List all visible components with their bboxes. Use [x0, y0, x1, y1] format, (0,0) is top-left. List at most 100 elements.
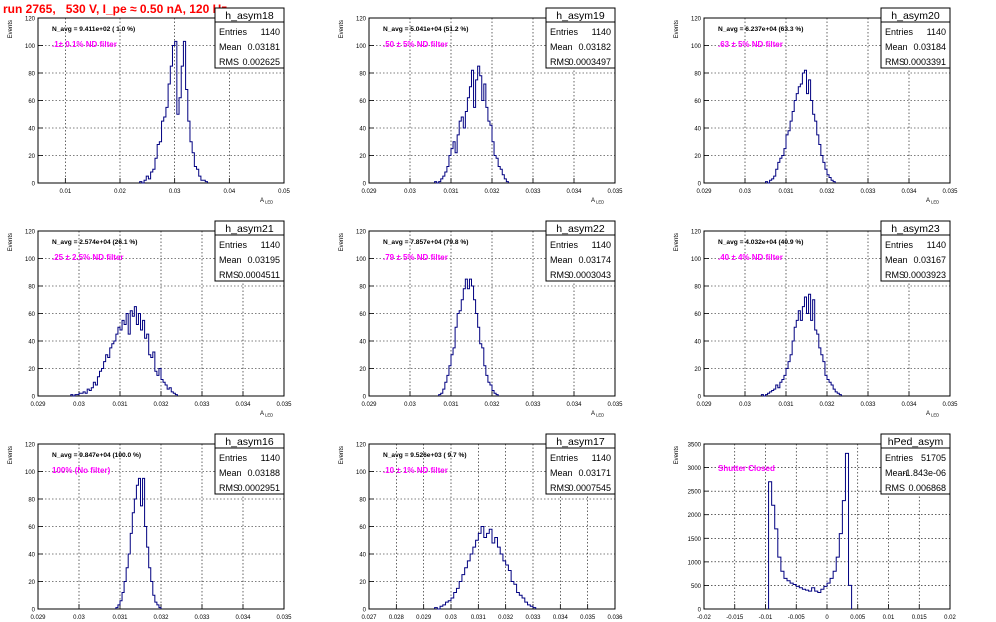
y-axis-title: Events	[8, 233, 14, 251]
stats-label: Entries	[219, 453, 248, 463]
x-tick-label: 0.031	[443, 402, 459, 408]
y-tick-label: 80	[28, 285, 35, 291]
x-tick-label: -0.01	[759, 615, 773, 621]
x-tick-label: 0.032	[498, 615, 514, 621]
stats-label: Entries	[550, 453, 579, 463]
histogram-title: h_asym20	[891, 10, 940, 22]
y-tick-label: 0	[32, 608, 36, 614]
y-tick-label: 20	[28, 154, 35, 160]
x-tick-label: 0.04	[223, 189, 235, 195]
x-tick-label: 0.029	[416, 615, 432, 621]
y-tick-label: 120	[691, 230, 702, 236]
histogram-title: h_asym23	[891, 223, 940, 235]
x-tick-label: 0.035	[276, 402, 292, 408]
stats-box	[880, 7, 951, 69]
x-tick-label: 0.031	[112, 402, 128, 408]
y-tick-label: 20	[694, 367, 701, 373]
stats-box	[214, 7, 285, 69]
x-tick-label: 0.032	[484, 189, 500, 195]
navg-label: N_avg = 6.237e+04 (63.3 %)	[718, 26, 803, 33]
x-tick-label: 0.036	[607, 615, 623, 621]
filter-label: Shutter Closed	[718, 464, 775, 473]
x-tick-label: 0.03	[739, 402, 751, 408]
x-axis-title: ALED	[926, 411, 939, 418]
histogram-bars	[765, 69, 836, 184]
stats-label: RMS	[885, 57, 905, 67]
x-tick-label: 0.03	[169, 189, 181, 195]
x-tick-label: 0.033	[194, 615, 210, 621]
y-tick-label: 0	[698, 395, 702, 401]
y-tick-label: 100	[691, 257, 702, 263]
stats-label: Mean	[550, 255, 573, 265]
x-tick-label: 0.032	[153, 615, 169, 621]
histogram-panel-h_asym16: 0.029 0.03 0.031 0.032 0.033 0.034 0.035 0 20 40 6…	[8, 433, 292, 621]
histogram-panel-h_asym17: 0.027 0.028 0.029 0.03 0.031 0.032 0.033 0.034 0…	[339, 433, 623, 621]
histogram-bars	[438, 278, 499, 396]
y-tick-label: 3500	[688, 443, 702, 449]
x-tick-label: 0.031	[471, 615, 487, 621]
stats-label: Mean	[885, 255, 908, 265]
x-tick-label: 0.034	[901, 189, 917, 195]
histogram-panel-hPed_asym: -0.02 -0.015 -0.01 -0.005 0 0.005 0.01 0.015 0.0…	[674, 433, 956, 621]
x-tick-label: 0.034	[235, 615, 251, 621]
histogram-title: h_asym19	[556, 10, 605, 22]
y-tick-label: 100	[356, 44, 367, 50]
y-tick-label: 60	[28, 525, 35, 531]
x-tick-label: 0.029	[696, 402, 712, 408]
filter-label: .79 ± 5% ND filter	[383, 253, 448, 262]
y-tick-label: 100	[691, 44, 702, 50]
x-tick-label: -0.015	[726, 615, 744, 621]
y-axis-title: Events	[339, 233, 345, 251]
y-tick-label: 40	[359, 127, 366, 133]
filter-label: .1± 0.1% ND filter	[52, 40, 117, 49]
stats-label: Entries	[885, 27, 914, 37]
y-tick-label: 120	[356, 230, 367, 236]
y-tick-label: 3000	[688, 466, 702, 472]
y-tick-label: 20	[28, 367, 35, 373]
y-tick-label: 0	[363, 395, 367, 401]
stats-value: 0.03184	[913, 42, 946, 52]
x-tick-label: 0.032	[484, 402, 500, 408]
y-tick-label: 20	[359, 580, 366, 586]
stats-label: Entries	[885, 240, 914, 250]
stats-box	[545, 433, 616, 495]
y-tick-label: 0	[32, 395, 36, 401]
stats-label: Entries	[885, 453, 914, 463]
x-tick-label: 0.034	[235, 402, 251, 408]
x-tick-label: 0.035	[580, 615, 596, 621]
histogram-title: h_asym22	[556, 223, 605, 235]
y-tick-label: 80	[694, 72, 701, 78]
y-tick-label: 2500	[688, 490, 702, 496]
y-tick-label: 100	[25, 44, 36, 50]
x-tick-label: 0.005	[850, 615, 866, 621]
x-axis-title: ALED	[591, 198, 604, 205]
x-tick-label: 0.027	[361, 615, 377, 621]
x-tick-label: 0.03	[739, 189, 751, 195]
stats-label: RMS	[219, 270, 239, 280]
stats-box	[214, 433, 285, 495]
y-tick-label: 60	[359, 99, 366, 105]
y-tick-label: 60	[28, 99, 35, 105]
stats-value: 0.03174	[578, 255, 611, 265]
y-axis-title: Events	[339, 446, 345, 464]
stats-label: Entries	[550, 27, 579, 37]
x-tick-label: 0.029	[361, 402, 377, 408]
navg-label: N_avg = 4.032e+04 (40.9 %)	[718, 239, 803, 246]
x-tick-label: 0.034	[901, 402, 917, 408]
x-tick-label: 0.03	[404, 189, 416, 195]
histogram-panel-h_asym20: 0.029 0.03 0.031 0.032 0.033 0.034 0.035 0 20 40 6…	[674, 7, 958, 205]
x-tick-label: 0.01	[883, 615, 895, 621]
y-tick-label: 40	[359, 340, 366, 346]
y-tick-label: 1000	[688, 560, 702, 566]
y-tick-label: 20	[694, 154, 701, 160]
y-tick-label: 120	[25, 230, 36, 236]
x-tick-label: 0.034	[566, 189, 582, 195]
navg-label: N_avg = 7.857e+04 (79.8 %)	[383, 239, 468, 246]
y-tick-label: 120	[691, 17, 702, 23]
y-axis-title: Events	[339, 20, 345, 38]
x-tick-label: 0.035	[942, 402, 958, 408]
y-axis-title: Events	[674, 20, 680, 38]
x-tick-label: -0.02	[697, 615, 711, 621]
x-tick-label: -0.005	[788, 615, 806, 621]
